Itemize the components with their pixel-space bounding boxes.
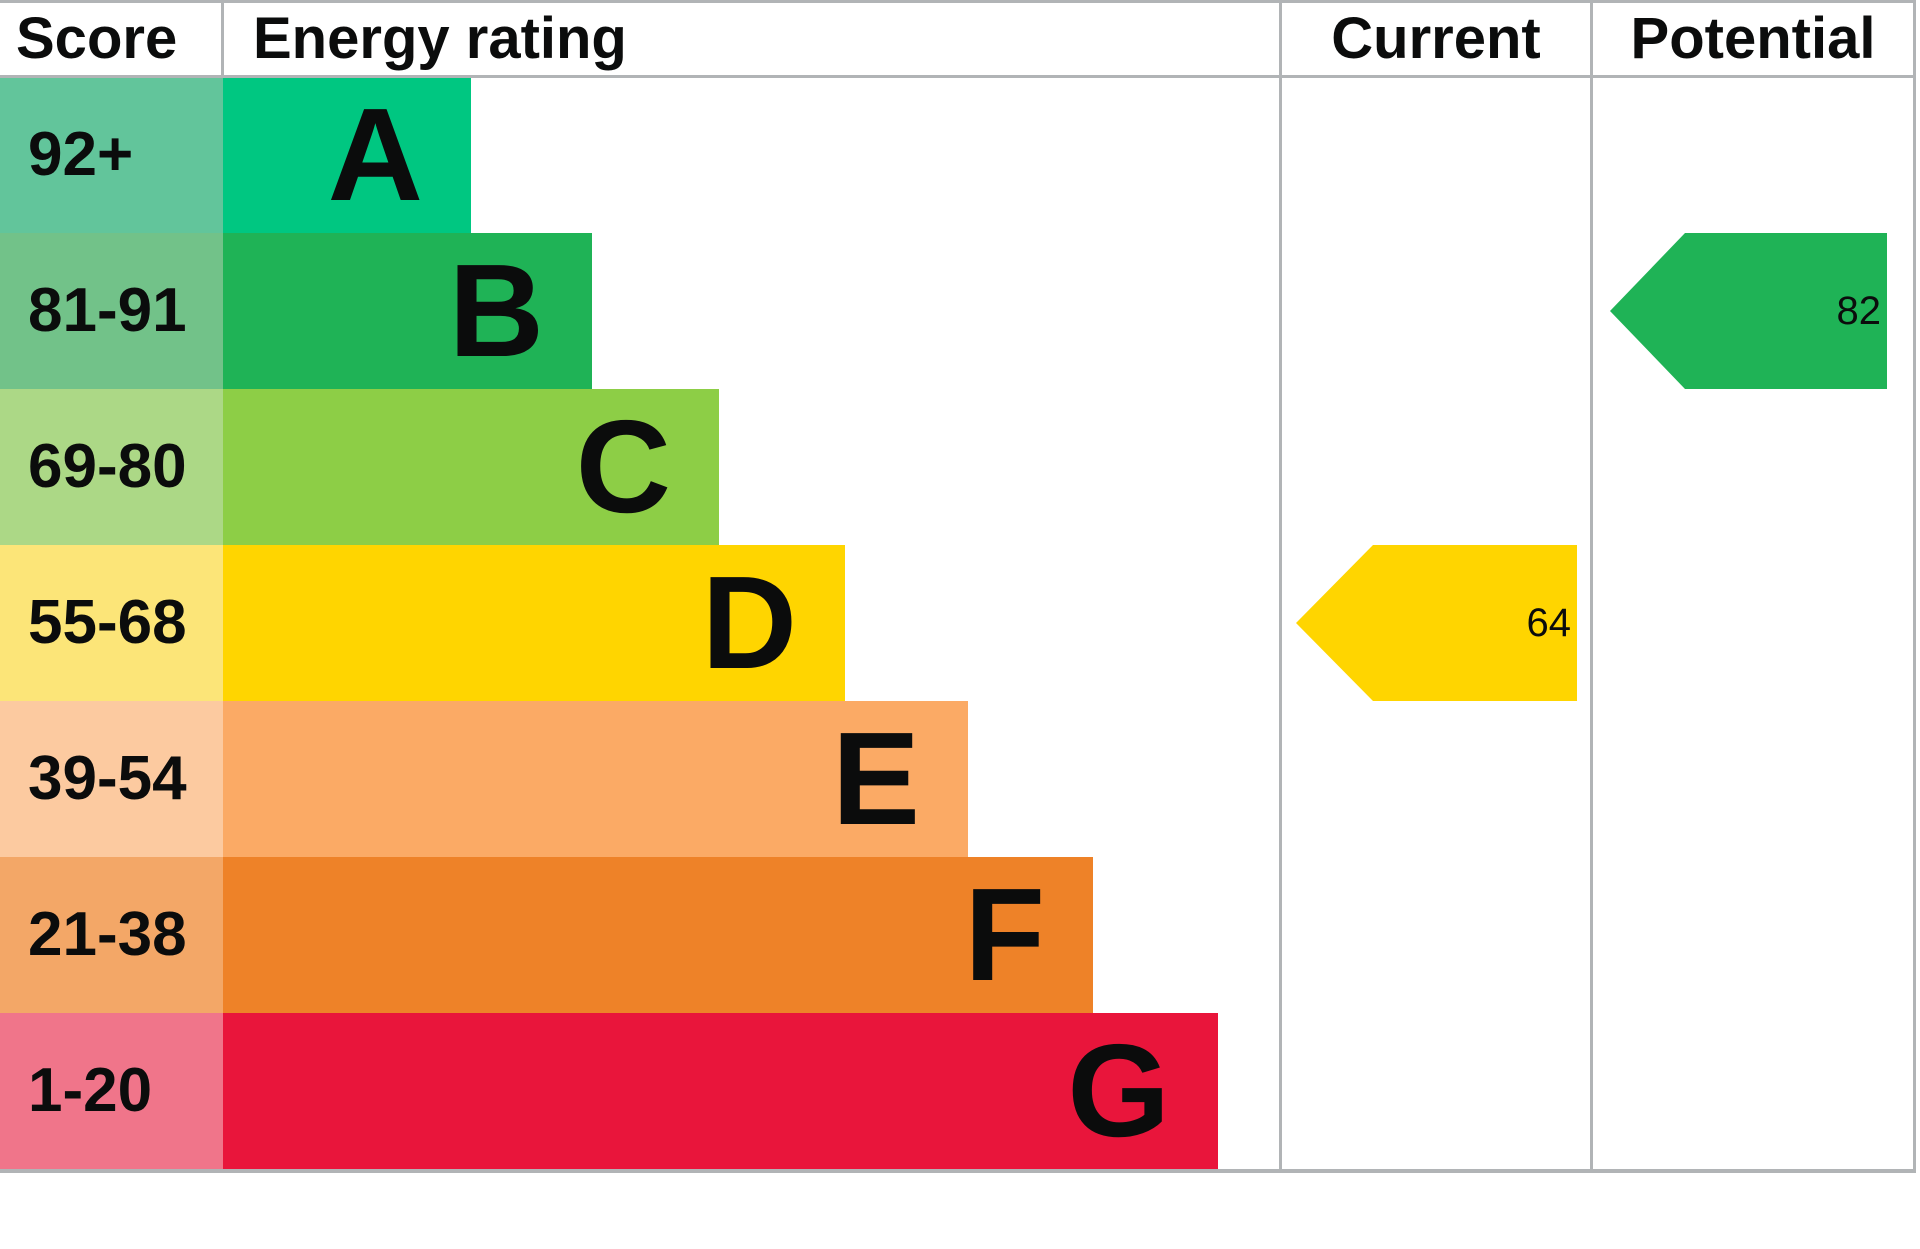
band-row-d: 55-68 D	[0, 545, 1280, 701]
score-rating-column-divider	[221, 0, 224, 78]
left-pointing-arrow-shape	[1610, 233, 1887, 389]
rating-current-column-divider	[1279, 0, 1282, 1173]
band-score-range: 1-20	[0, 1013, 223, 1169]
potential-value-arrow: 82	[1610, 233, 1887, 389]
header-bottom-border	[0, 75, 1916, 78]
band-letter: D	[701, 549, 797, 696]
band-letter: A	[327, 81, 423, 228]
potential-column-header: Potential	[1630, 6, 1876, 71]
current-column-header: Current	[1331, 6, 1541, 71]
band-row-g: 1-20 G	[0, 1013, 1280, 1169]
band-row-a: 92+ A	[0, 77, 1280, 233]
band-letter: C	[575, 393, 671, 540]
band-bar: F	[223, 857, 1093, 1013]
potential-score-value: 82	[1836, 289, 1882, 333]
band-letter: E	[831, 705, 920, 852]
band-bar: B	[223, 233, 592, 389]
current-value-arrow: 64	[1296, 545, 1577, 701]
band-bar: A	[223, 77, 471, 233]
band-letter: G	[1067, 1017, 1170, 1164]
band-row-c: 69-80 C	[0, 389, 1280, 545]
band-score-range: 21-38	[0, 857, 223, 1013]
band-bar: C	[223, 389, 719, 545]
band-bar: G	[223, 1013, 1218, 1169]
band-score-range: 81-91	[0, 233, 223, 389]
score-column-header: Score	[16, 6, 178, 71]
band-score-range: 69-80	[0, 389, 223, 545]
band-score-range: 92+	[0, 77, 223, 233]
band-row-e: 39-54 E	[0, 701, 1280, 857]
current-potential-column-divider	[1590, 0, 1593, 1173]
left-pointing-arrow-shape	[1296, 545, 1577, 701]
band-bar: E	[223, 701, 968, 857]
energy-rating-column-header: Energy rating	[253, 6, 627, 71]
band-letter: B	[448, 237, 544, 384]
current-score-value: 64	[1526, 601, 1572, 645]
band-row-f: 21-38 F	[0, 857, 1280, 1013]
table-right-border	[1913, 0, 1916, 1173]
table-top-border	[0, 0, 1916, 3]
table-bottom-border	[0, 1169, 1916, 1173]
band-score-range: 55-68	[0, 545, 223, 701]
band-bar: D	[223, 545, 845, 701]
band-score-range: 39-54	[0, 701, 223, 857]
band-letter: F	[964, 861, 1045, 1008]
band-row-b: 81-91 B	[0, 233, 1280, 389]
